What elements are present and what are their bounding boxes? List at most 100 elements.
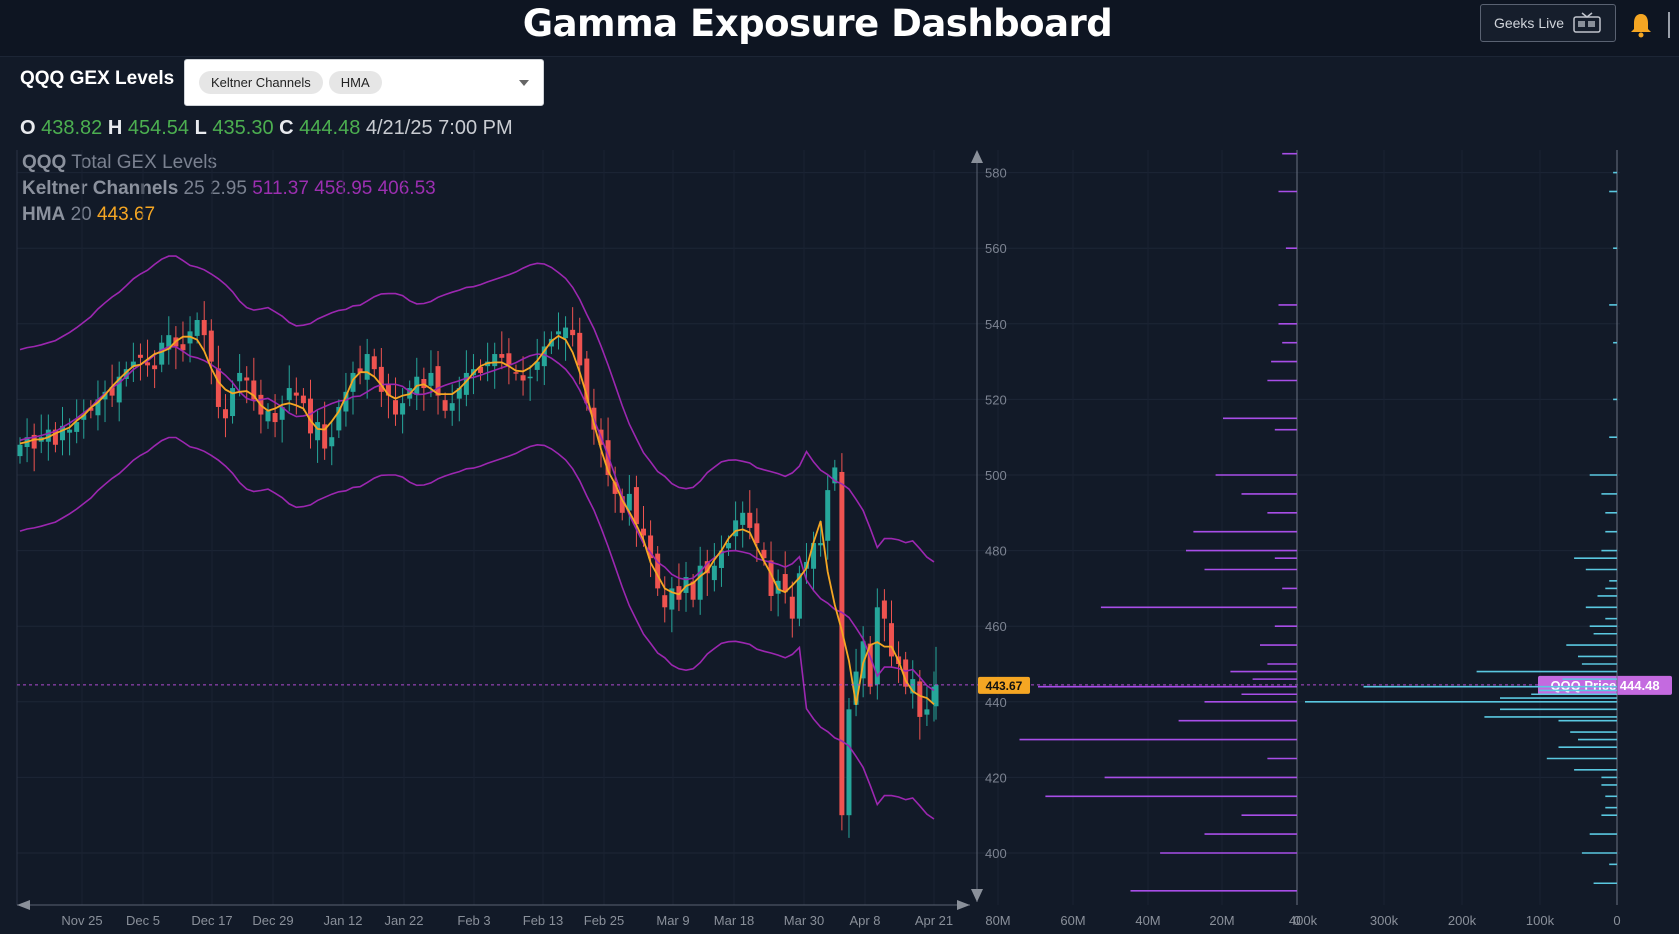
y-tick-label: 500 bbox=[985, 468, 1007, 483]
candle-body bbox=[669, 588, 675, 610]
candle-body bbox=[116, 376, 122, 403]
candle-body bbox=[343, 391, 349, 412]
candle-body bbox=[832, 467, 838, 484]
candle-body bbox=[541, 346, 547, 367]
candle-body bbox=[648, 535, 654, 559]
candle-body bbox=[867, 643, 873, 687]
y-tick-label: 460 bbox=[985, 619, 1007, 634]
candle-body bbox=[166, 335, 172, 350]
x-tick-label: Mar 18 bbox=[714, 913, 754, 928]
candle-body bbox=[336, 406, 342, 431]
x-tick-label: Feb 13 bbox=[523, 913, 563, 928]
candle-body bbox=[60, 425, 66, 441]
page-title: Gamma Exposure Dashboard bbox=[522, 2, 1113, 45]
candle-body bbox=[619, 496, 625, 513]
candle-body bbox=[428, 372, 434, 386]
candle-body bbox=[704, 561, 710, 574]
candle-body bbox=[293, 392, 299, 396]
candle-body bbox=[123, 369, 129, 379]
close-value: 444.48 bbox=[299, 117, 361, 139]
low-value: 435.30 bbox=[212, 117, 274, 139]
y-tick-label: 480 bbox=[985, 544, 1007, 559]
candle-body bbox=[194, 320, 200, 336]
candle-body bbox=[463, 372, 469, 395]
candle-body bbox=[449, 403, 455, 411]
candle-body bbox=[329, 437, 335, 447]
gex-x-tick-label: 80M bbox=[985, 913, 1010, 928]
candle-body bbox=[222, 409, 228, 419]
y-tick-label: 440 bbox=[985, 695, 1007, 710]
x-tick-label: Jan 12 bbox=[323, 913, 362, 928]
x-tick-label: Mar 9 bbox=[656, 913, 689, 928]
chip-hma[interactable]: HMA bbox=[328, 71, 382, 94]
candle-body bbox=[888, 623, 894, 657]
candle-body bbox=[811, 543, 817, 569]
candle-body bbox=[740, 512, 746, 525]
candle-body bbox=[152, 365, 158, 370]
candle-body bbox=[924, 709, 930, 715]
candle-body bbox=[747, 512, 753, 528]
chip-keltner[interactable]: Keltner Channels bbox=[199, 71, 323, 94]
arrow-down-icon bbox=[971, 889, 983, 902]
candle-body bbox=[910, 679, 916, 694]
bell-icon[interactable] bbox=[1630, 12, 1652, 38]
candle-body bbox=[393, 400, 399, 415]
x-tick-label: Dec 29 bbox=[252, 913, 293, 928]
candle-body bbox=[789, 596, 795, 619]
candle-body bbox=[145, 362, 151, 366]
x-tick-label: Dec 17 bbox=[191, 913, 232, 928]
keltner-middle-line bbox=[19, 346, 935, 692]
x-tick-label: Jan 22 bbox=[384, 913, 423, 928]
candle-body bbox=[676, 586, 682, 600]
candle-body bbox=[860, 641, 866, 679]
gex-x-tick-label: 40M bbox=[1135, 913, 1160, 928]
candle-body bbox=[88, 407, 94, 411]
candle-body bbox=[251, 380, 257, 400]
high-value: 454.54 bbox=[127, 117, 190, 139]
candle-body bbox=[230, 388, 236, 417]
candle-body bbox=[244, 377, 250, 381]
candle-body bbox=[350, 372, 356, 392]
legend-keltner: Keltner Channels 25 2.95 511.37 458.95 4… bbox=[22, 178, 436, 199]
candle-body bbox=[74, 422, 80, 432]
candle-body bbox=[400, 403, 406, 415]
chart-legend: QQQ Total GEX Levels Keltner Channels 25… bbox=[22, 150, 436, 228]
candle-body bbox=[506, 353, 512, 366]
y-tick-label: 420 bbox=[985, 770, 1007, 785]
gex-x-tick-label: 400k bbox=[1289, 913, 1318, 928]
candle-body bbox=[492, 354, 498, 367]
candle-body bbox=[456, 388, 462, 399]
candle-body bbox=[272, 413, 278, 423]
candle-body bbox=[839, 471, 845, 816]
indicator-select[interactable]: Keltner Channels HMA bbox=[184, 59, 544, 106]
geeks-live-button[interactable]: Geeks Live bbox=[1480, 4, 1616, 42]
candle-body bbox=[655, 553, 661, 589]
tv-icon bbox=[1573, 12, 1601, 33]
candle-body bbox=[208, 330, 214, 362]
candle-body bbox=[435, 366, 441, 396]
divider bbox=[1668, 12, 1670, 38]
candle-body bbox=[17, 444, 23, 457]
candle-body bbox=[846, 709, 852, 816]
chevron-down-icon bbox=[519, 80, 529, 86]
gex-x-tick-label: 0 bbox=[1613, 913, 1620, 928]
candle-body bbox=[52, 429, 58, 445]
candle-body bbox=[300, 395, 306, 404]
candle-body bbox=[641, 528, 647, 536]
candle-body bbox=[67, 429, 73, 433]
candle-body bbox=[683, 577, 689, 593]
arrow-right-icon bbox=[957, 900, 970, 910]
candle-body bbox=[478, 366, 484, 373]
y-tick-label: 540 bbox=[985, 317, 1007, 332]
candle-body bbox=[570, 329, 576, 336]
candle-body bbox=[364, 354, 370, 380]
gex-x-tick-label: 20M bbox=[1209, 913, 1234, 928]
candle-body bbox=[555, 331, 561, 335]
candle-body bbox=[215, 368, 221, 407]
candle-body bbox=[874, 607, 880, 685]
candle-body bbox=[385, 385, 391, 396]
candle-body bbox=[796, 573, 802, 619]
candle-body bbox=[818, 543, 824, 546]
candle-body bbox=[357, 368, 363, 373]
